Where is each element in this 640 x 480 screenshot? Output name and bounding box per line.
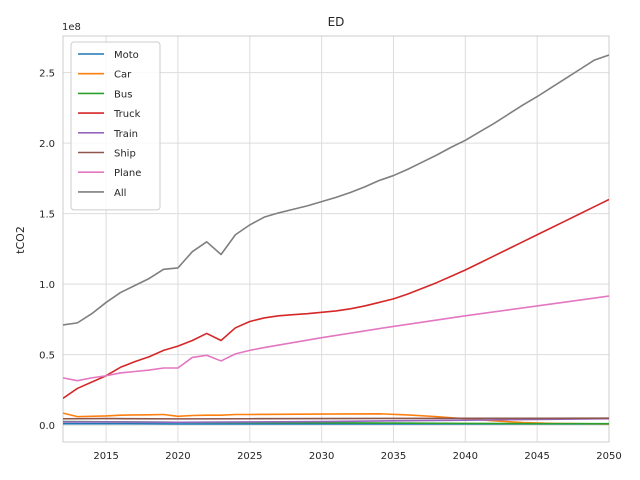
y-axis-label: tCO2 [14,226,27,254]
y-tick-label: 0.0 [39,421,55,432]
legend-box [70,41,161,211]
chart-title: ED [328,15,345,29]
x-tick-label: 2045 [524,451,549,462]
series-line-car [63,412,609,425]
x-tick-label: 2025 [237,451,262,462]
series-line-all [63,54,609,326]
series-line-truck [63,198,609,399]
legend: Moto Car Bus Truck Train Ship Plane All [70,41,161,211]
y-tick-label: 2.0 [39,139,55,150]
y-tick-label: 0.5 [39,351,55,362]
y-tick-label: 2.5 [39,69,55,80]
x-tick-label: 2020 [165,451,190,462]
x-tick-label: 2050 [596,451,621,462]
y-axis-ticks: 0.0 0.5 1.0 1.5 2.0 2.5 [39,69,55,432]
series-layer [63,54,609,425]
legend-label-all: All [114,188,126,199]
x-tick-label: 2035 [381,451,406,462]
legend-label-moto: Moto [114,50,139,61]
legend-label-plane: Plane [114,168,141,179]
legend-label-car: Car [114,70,132,81]
legend-label-ship: Ship [114,149,136,160]
x-tick-label: 2015 [93,451,118,462]
series-line-ship [63,417,609,420]
y-axis-offset-label: 1e8 [62,22,81,33]
y-tick-label: 1.0 [39,280,55,291]
plot-frame [62,35,610,443]
legend-label-truck: Truck [113,109,141,120]
x-tick-label: 2040 [453,451,478,462]
y-tick-label: 1.5 [39,210,55,221]
legend-label-bus: Bus [114,89,132,100]
x-tick-label: 2030 [309,451,334,462]
x-axis-ticks: 2015 2020 2025 2030 2035 2040 2045 2050 [93,451,621,462]
legend-label-train: Train [113,129,138,140]
series-line-plane [63,295,609,382]
series-line-train [63,417,609,424]
